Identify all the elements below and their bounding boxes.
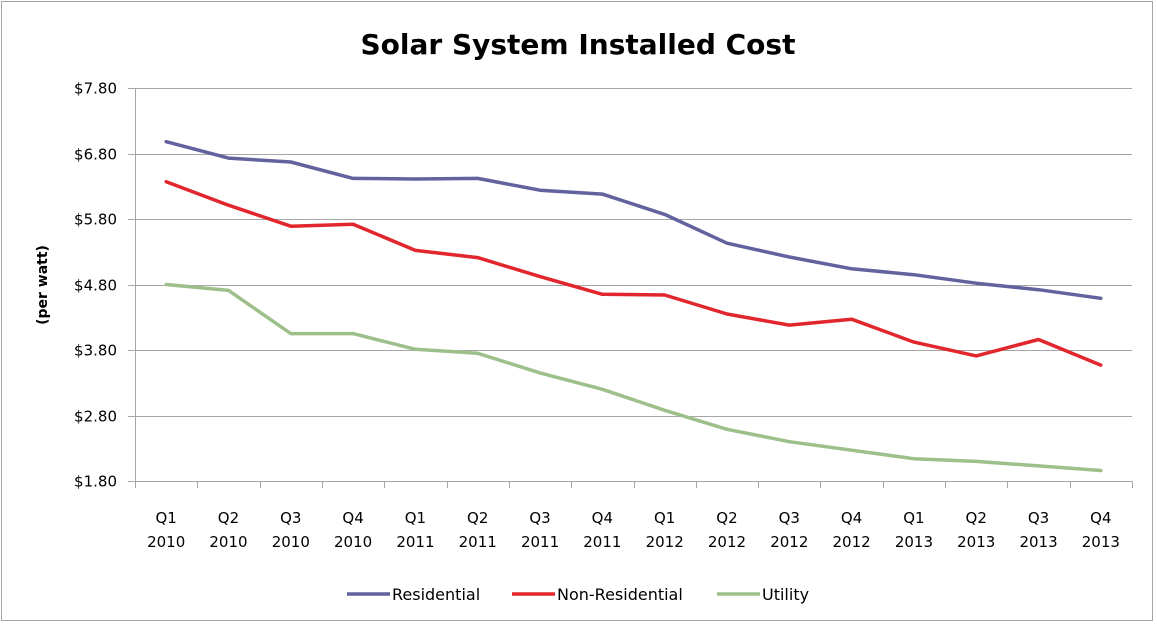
x-tick-label-quarter: Q2 [218,509,239,527]
x-tick-label-year: 2013 [1019,533,1057,551]
x-tick-label-quarter: Q4 [841,509,862,527]
x-tick-label-quarter: Q2 [467,509,488,527]
legend: Residential Non-Residential Utility [347,585,809,604]
x-tick-label-quarter: Q4 [1090,509,1111,527]
x-tick-label-year: 2010 [209,533,247,551]
x-tick-label-quarter: Q4 [592,509,613,527]
gridlines [135,88,1132,417]
x-tick-label-quarter: Q3 [1028,509,1049,527]
x-tick-label-year: 2011 [396,533,434,551]
legend-item: Non-Residential [512,585,683,604]
x-axis [135,88,1132,482]
x-tick-label-year: 2010 [272,533,310,551]
y-tick-label: $3.80 [74,342,117,360]
x-tick-label-year: 2012 [708,533,746,551]
chart-title: Solar System Installed Cost [361,28,796,61]
x-tick-label-year: 2013 [895,533,933,551]
legend-label: Non-Residential [557,585,683,604]
x-tick-label-quarter: Q1 [903,509,924,527]
x-tick-label-quarter: Q2 [716,509,737,527]
x-tick-label-year: 2011 [459,533,497,551]
x-tick-label-year: 2013 [1082,533,1120,551]
y-tick-label: $6.80 [74,146,117,164]
y-tick-label: $2.80 [74,408,117,426]
series-lines [164,139,1103,473]
x-tick-label-quarter: Q4 [342,509,363,527]
x-tick-label-quarter: Q3 [779,509,800,527]
y-axis-ticks: $1.80 $2.80 $3.80 $4.80 $5.80 $6.80 $7.80 [74,80,135,491]
legend-label: Residential [392,585,480,604]
y-tick-label: $4.80 [74,277,117,295]
series-line-utility [164,282,1103,473]
y-tick-label: $1.80 [74,473,117,491]
y-axis-label: (per watt) [35,245,51,325]
x-tick-label-year: 2010 [334,533,372,551]
y-tick-label: $7.80 [74,80,117,98]
legend-item: Utility [717,585,809,604]
legend-label: Utility [762,585,809,604]
x-tick-label-year: 2012 [646,533,684,551]
series-line-residential [164,139,1103,301]
legend-item: Residential [347,585,480,604]
x-tick-label-quarter: Q3 [280,509,301,527]
series-line-non-residential [164,179,1103,367]
x-axis-ticks: Q1 2010 Q2 2010 Q3 2010 Q4 2010 Q1 2011 Q2 2011 Q3 20… [135,481,1133,551]
x-tick-label-quarter: Q3 [529,509,550,527]
x-tick-label-year: 2010 [147,533,185,551]
x-tick-label-quarter: Q1 [405,509,426,527]
x-tick-label-year: 2013 [957,533,995,551]
x-tick-label-quarter: Q2 [966,509,987,527]
x-tick-label-year: 2012 [833,533,871,551]
x-tick-label-year: 2011 [521,533,559,551]
x-tick-label-quarter: Q1 [155,509,176,527]
y-tick-label: $5.80 [74,211,117,229]
x-tick-label-year: 2011 [583,533,621,551]
x-tick-label-quarter: Q1 [654,509,675,527]
x-tick-label-year: 2012 [770,533,808,551]
